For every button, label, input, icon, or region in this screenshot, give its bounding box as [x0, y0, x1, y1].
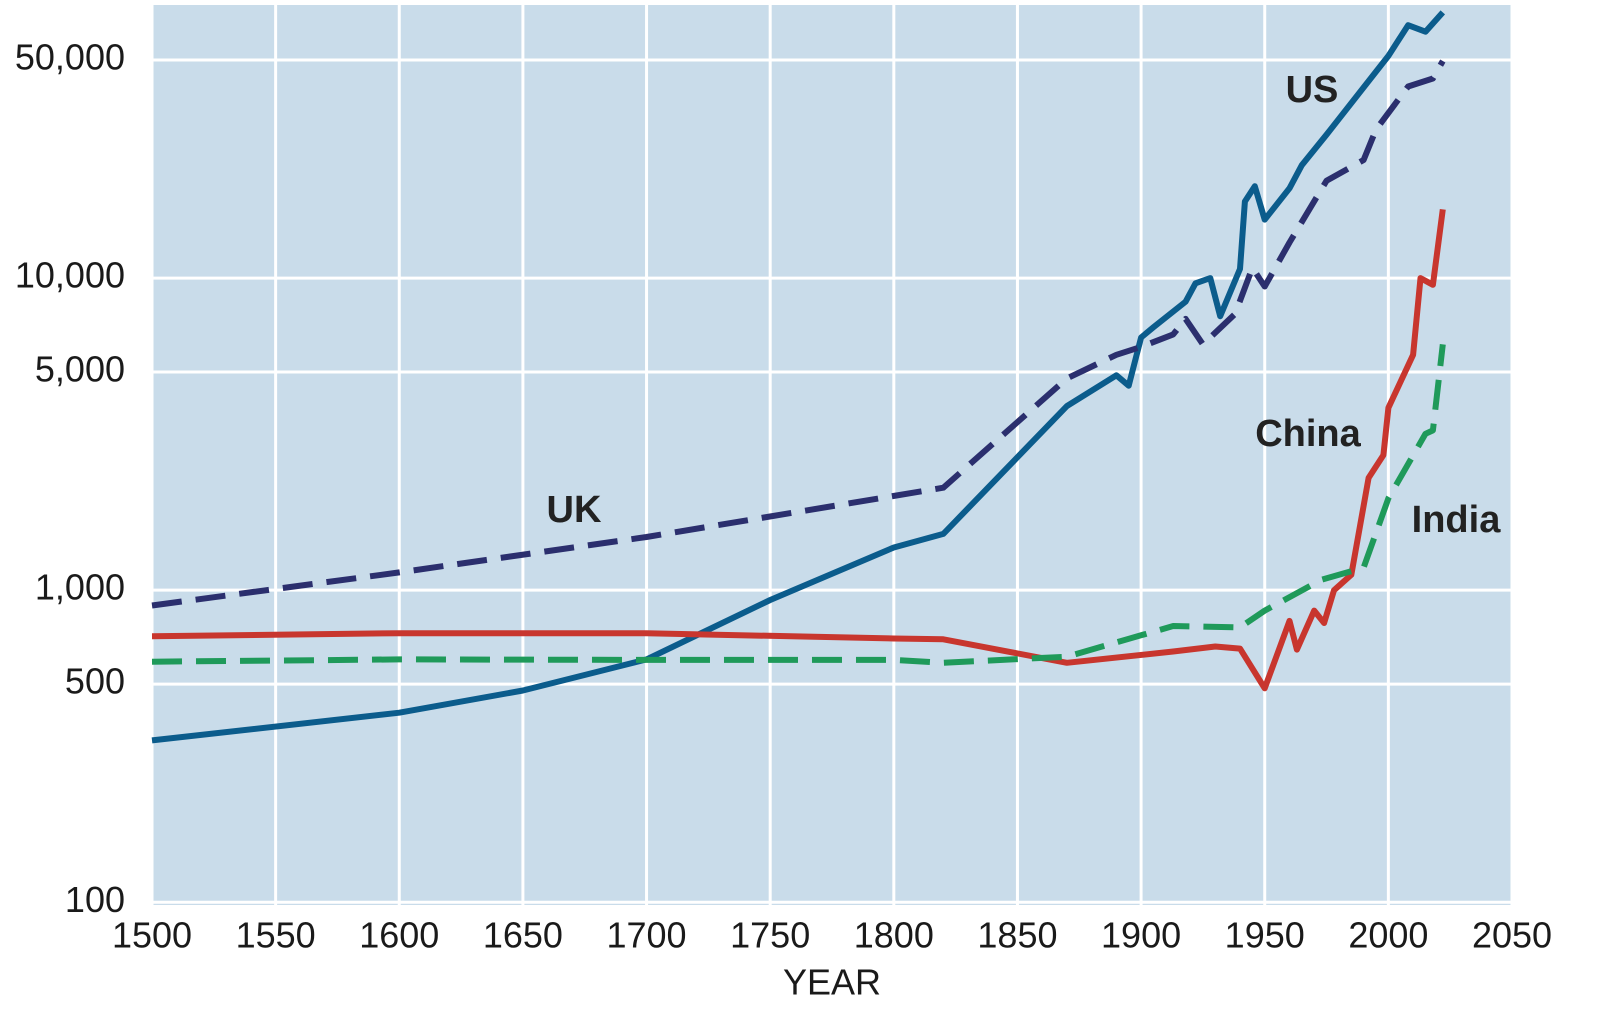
series-line: [151, 344, 1446, 666]
series-line: [151, 10, 1446, 744]
y-tick-label: 1,000: [35, 567, 125, 608]
y-tick-label: 500: [65, 661, 125, 702]
series-label: US: [1286, 69, 1339, 111]
x-tick-label: 2000: [1348, 915, 1428, 956]
plot-background: [152, 5, 1512, 905]
x-tick-label: 1700: [606, 915, 686, 956]
x-tick-label: 1600: [359, 915, 439, 956]
y-tick-label: 10,000: [15, 255, 125, 296]
x-tick-label: 1750: [730, 915, 810, 956]
x-tick-label: 1950: [1225, 915, 1305, 956]
series-line: [151, 209, 1446, 692]
series-line: [151, 59, 1446, 609]
x-tick-label: 1900: [1101, 915, 1181, 956]
x-axis-label: YEAR: [783, 962, 881, 1003]
series-label: UK: [547, 489, 602, 531]
series-label: China: [1255, 413, 1361, 455]
x-tick-label: 1500: [112, 915, 192, 956]
x-tick-label: 1650: [483, 915, 563, 956]
series-label: India: [1412, 499, 1502, 541]
x-tick-label: 1850: [977, 915, 1057, 956]
x-tick-label: 1800: [854, 915, 934, 956]
y-tick-label: 50,000: [15, 36, 125, 77]
x-tick-label: 2050: [1472, 915, 1552, 956]
y-tick-label: 100: [65, 879, 125, 920]
y-tick-label: 5,000: [35, 349, 125, 390]
x-tick-label: 1550: [236, 915, 316, 956]
